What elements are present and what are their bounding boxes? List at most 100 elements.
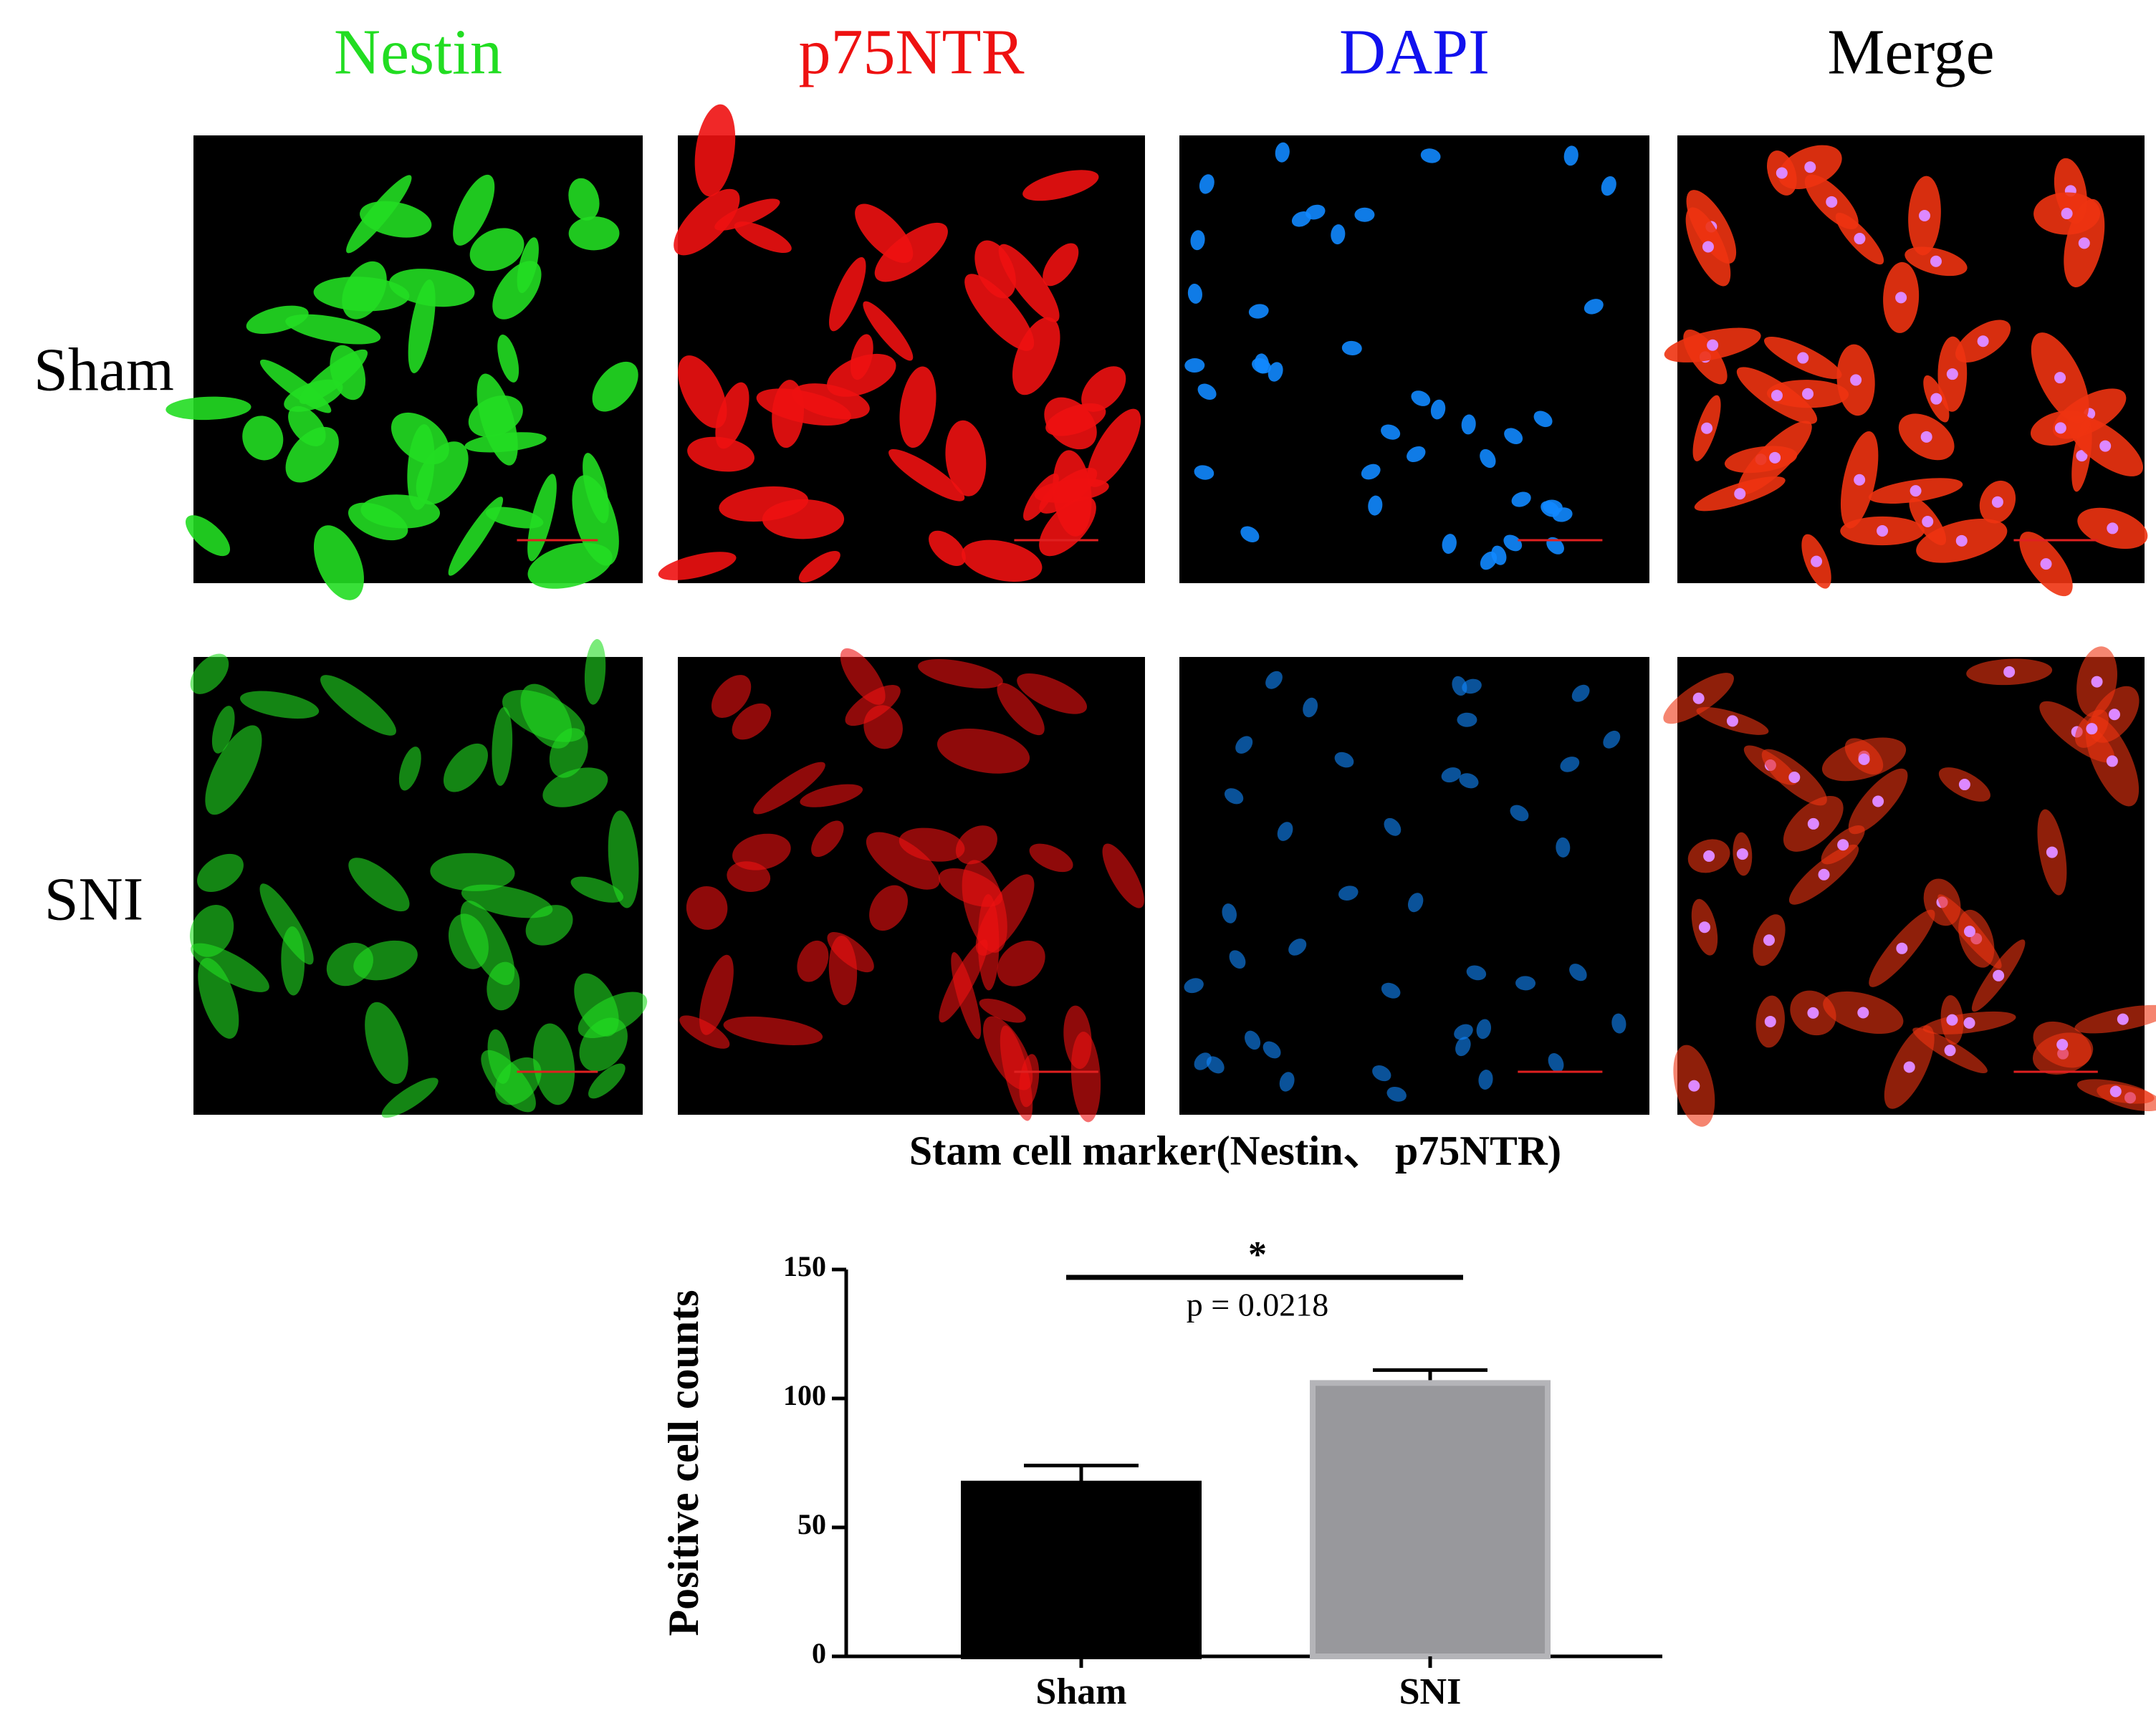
nucleus — [2107, 522, 2119, 534]
nucleus — [1958, 779, 1970, 791]
cell — [1368, 495, 1383, 516]
cell — [1510, 805, 1529, 822]
nucleus — [1930, 393, 1942, 405]
nucleus — [2040, 558, 2052, 570]
cell — [945, 420, 987, 496]
cell — [1184, 358, 1205, 373]
nucleus — [1910, 485, 1922, 497]
nucleus — [1771, 390, 1783, 402]
y-tick-label: 0 — [812, 1637, 826, 1669]
nucleus — [1946, 368, 1958, 380]
cell — [1017, 673, 1088, 714]
nucleus — [1963, 1017, 1975, 1029]
cell — [299, 349, 368, 404]
nucleus — [1955, 534, 1968, 547]
cell — [453, 174, 495, 246]
nucleus — [1701, 422, 1713, 434]
cell — [714, 198, 780, 231]
cell — [962, 860, 1007, 953]
cell — [658, 552, 737, 580]
cell — [1245, 1030, 1261, 1050]
cell — [1478, 1070, 1493, 1090]
cell — [1190, 230, 1205, 251]
column-label: Nestin — [334, 17, 502, 88]
cell — [962, 539, 1043, 582]
y-tick-label: 100 — [783, 1379, 826, 1411]
cell — [899, 366, 936, 448]
cell — [1263, 1041, 1281, 1059]
cell — [1331, 224, 1346, 245]
cell — [869, 885, 909, 931]
cell — [798, 550, 840, 582]
nucleus — [1857, 1007, 1869, 1019]
cell — [1187, 283, 1202, 304]
cell — [448, 496, 504, 576]
row-label: SNI — [44, 865, 144, 934]
cell — [549, 728, 588, 778]
cell — [568, 216, 620, 251]
cell — [1012, 317, 1060, 395]
cell — [955, 825, 997, 865]
column-label: p75NTR — [799, 17, 1025, 88]
nucleus — [2061, 208, 2073, 220]
cell — [827, 353, 896, 397]
nucleus — [1895, 292, 1907, 304]
cell — [1305, 204, 1326, 220]
cell — [723, 1016, 823, 1045]
cell — [1354, 207, 1375, 222]
cell — [1268, 362, 1283, 382]
cell — [1197, 383, 1217, 400]
cell — [936, 729, 1030, 774]
nucleus — [2046, 846, 2058, 858]
cell — [1552, 507, 1573, 522]
cell — [186, 515, 231, 557]
nucleus — [1736, 848, 1748, 860]
cell — [1381, 424, 1401, 440]
nucleus — [1977, 335, 1989, 347]
cell — [608, 810, 639, 908]
cell — [407, 424, 435, 510]
cell — [1206, 1056, 1225, 1074]
nucleus — [2091, 676, 2103, 688]
cell — [1303, 697, 1318, 718]
nucleus — [1850, 374, 1862, 386]
cell — [527, 542, 613, 589]
y-tick-label: 50 — [797, 1508, 826, 1540]
cell — [1563, 145, 1578, 166]
cell — [694, 104, 736, 197]
nucleus — [1811, 555, 1823, 567]
cell — [1361, 464, 1381, 480]
x-tick-label: Sham — [1035, 1671, 1126, 1712]
cell — [242, 416, 284, 461]
cell — [1222, 903, 1237, 923]
significance-star: * — [1248, 1234, 1267, 1275]
cell — [997, 683, 1045, 736]
cell — [1265, 671, 1283, 689]
cell — [1611, 1013, 1626, 1034]
nucleus — [1963, 926, 1975, 938]
cell — [320, 675, 396, 736]
cell — [1043, 243, 1079, 287]
cell — [348, 502, 408, 541]
cell — [1184, 978, 1204, 994]
cell — [487, 961, 520, 1011]
cell — [1277, 822, 1293, 841]
cell — [845, 685, 901, 726]
nucleus — [1903, 1061, 1915, 1073]
cell — [792, 383, 870, 420]
cell — [211, 706, 235, 754]
cell — [1455, 1037, 1471, 1057]
cell — [734, 221, 792, 254]
cell — [398, 747, 421, 791]
nucleus — [2106, 755, 2118, 767]
nucleus — [1872, 795, 1884, 807]
cell — [1480, 551, 1498, 570]
cell — [1224, 788, 1244, 805]
cell — [939, 939, 988, 1023]
cell — [485, 507, 544, 529]
cell — [520, 683, 572, 749]
cell — [198, 957, 239, 1039]
cell — [481, 1050, 536, 1113]
nucleus — [2086, 723, 2098, 735]
cell — [240, 691, 320, 719]
